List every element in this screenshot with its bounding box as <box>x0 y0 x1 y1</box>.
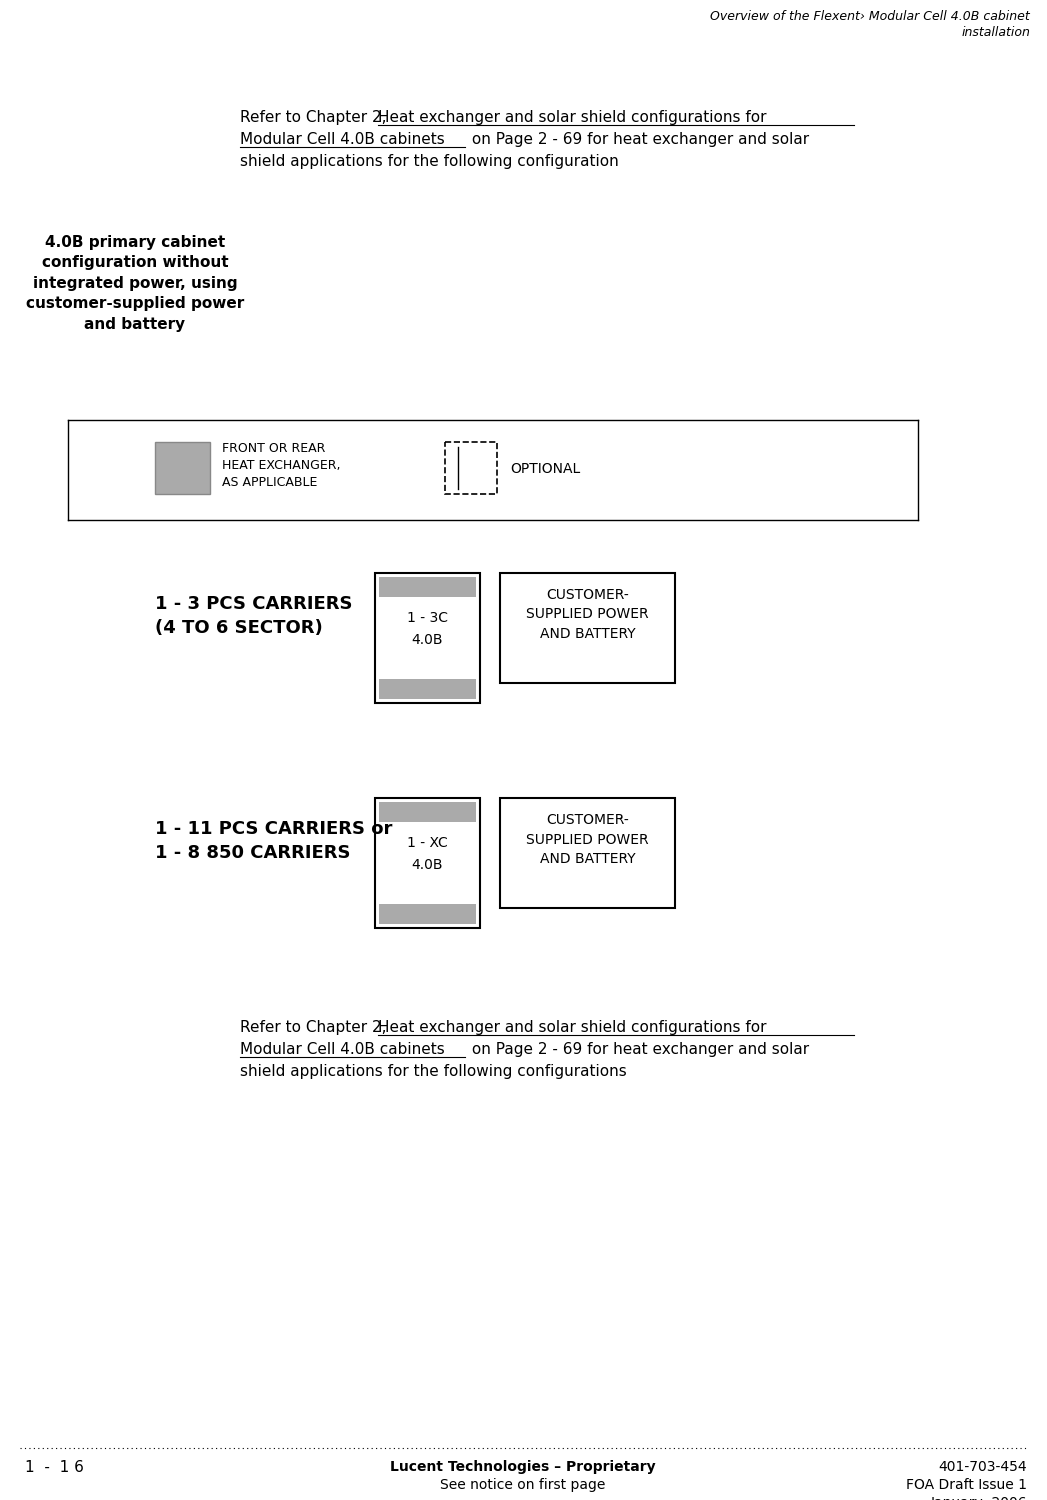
Text: installation: installation <box>961 26 1030 39</box>
Bar <box>155 442 210 494</box>
Text: 1 - 3 PCS CARRIERS
(4 TO 6 SECTOR): 1 - 3 PCS CARRIERS (4 TO 6 SECTOR) <box>155 596 353 636</box>
Bar <box>379 904 476 924</box>
Text: 1 - 3C: 1 - 3C <box>407 610 448 626</box>
Text: 401-703-454: 401-703-454 <box>938 1460 1027 1474</box>
Bar <box>500 798 675 907</box>
Text: Lucent Technologies – Proprietary: Lucent Technologies – Proprietary <box>391 1460 655 1474</box>
Text: Overview of the Flexent› Modular Cell 4.0B cabinet: Overview of the Flexent› Modular Cell 4.… <box>710 10 1030 22</box>
Text: Heat exchanger and solar shield configurations for: Heat exchanger and solar shield configur… <box>378 1020 772 1035</box>
Bar <box>379 802 476 822</box>
Text: OPTIONAL: OPTIONAL <box>510 462 580 476</box>
Text: 1  -  1 6: 1 - 1 6 <box>25 1460 84 1474</box>
Text: 1 - XC: 1 - XC <box>407 836 448 850</box>
Text: on Page 2 - 69 for heat exchanger and solar: on Page 2 - 69 for heat exchanger and so… <box>467 132 809 147</box>
Text: 4.0B: 4.0B <box>411 633 443 646</box>
Bar <box>379 578 476 597</box>
Bar <box>375 798 480 928</box>
Text: on Page 2 - 69 for heat exchanger and solar: on Page 2 - 69 for heat exchanger and so… <box>467 1042 809 1058</box>
Text: shield applications for the following configuration: shield applications for the following co… <box>240 154 619 170</box>
Text: 4.0B: 4.0B <box>411 858 443 871</box>
Text: Refer to Chapter 2,: Refer to Chapter 2, <box>240 110 392 125</box>
Text: FRONT OR REAR
HEAT EXCHANGER,
AS APPLICABLE: FRONT OR REAR HEAT EXCHANGER, AS APPLICA… <box>222 442 340 489</box>
Bar <box>379 680 476 699</box>
Text: 1 - 11 PCS CARRIERS or
1 - 8 850 CARRIERS: 1 - 11 PCS CARRIERS or 1 - 8 850 CARRIER… <box>155 821 393 861</box>
Text: Modular Cell 4.0B cabinets: Modular Cell 4.0B cabinets <box>240 132 445 147</box>
Text: See notice on first page: See notice on first page <box>441 1478 605 1492</box>
Text: January, 2006: January, 2006 <box>931 1496 1027 1500</box>
Bar <box>375 573 480 704</box>
Text: Heat exchanger and solar shield configurations for: Heat exchanger and solar shield configur… <box>378 110 772 125</box>
Text: CUSTOMER-
SUPPLIED POWER
AND BATTERY: CUSTOMER- SUPPLIED POWER AND BATTERY <box>527 588 649 640</box>
Text: Modular Cell 4.0B cabinets: Modular Cell 4.0B cabinets <box>240 1042 445 1058</box>
Text: Refer to Chapter 2,: Refer to Chapter 2, <box>240 1020 392 1035</box>
Bar <box>445 442 497 494</box>
Text: 4.0B primary cabinet
configuration without
integrated power, using
customer-supp: 4.0B primary cabinet configuration witho… <box>26 236 244 332</box>
Bar <box>500 573 675 682</box>
Text: CUSTOMER-
SUPPLIED POWER
AND BATTERY: CUSTOMER- SUPPLIED POWER AND BATTERY <box>527 813 649 865</box>
Text: FOA Draft Issue 1: FOA Draft Issue 1 <box>906 1478 1027 1492</box>
Text: shield applications for the following configurations: shield applications for the following co… <box>240 1064 627 1078</box>
